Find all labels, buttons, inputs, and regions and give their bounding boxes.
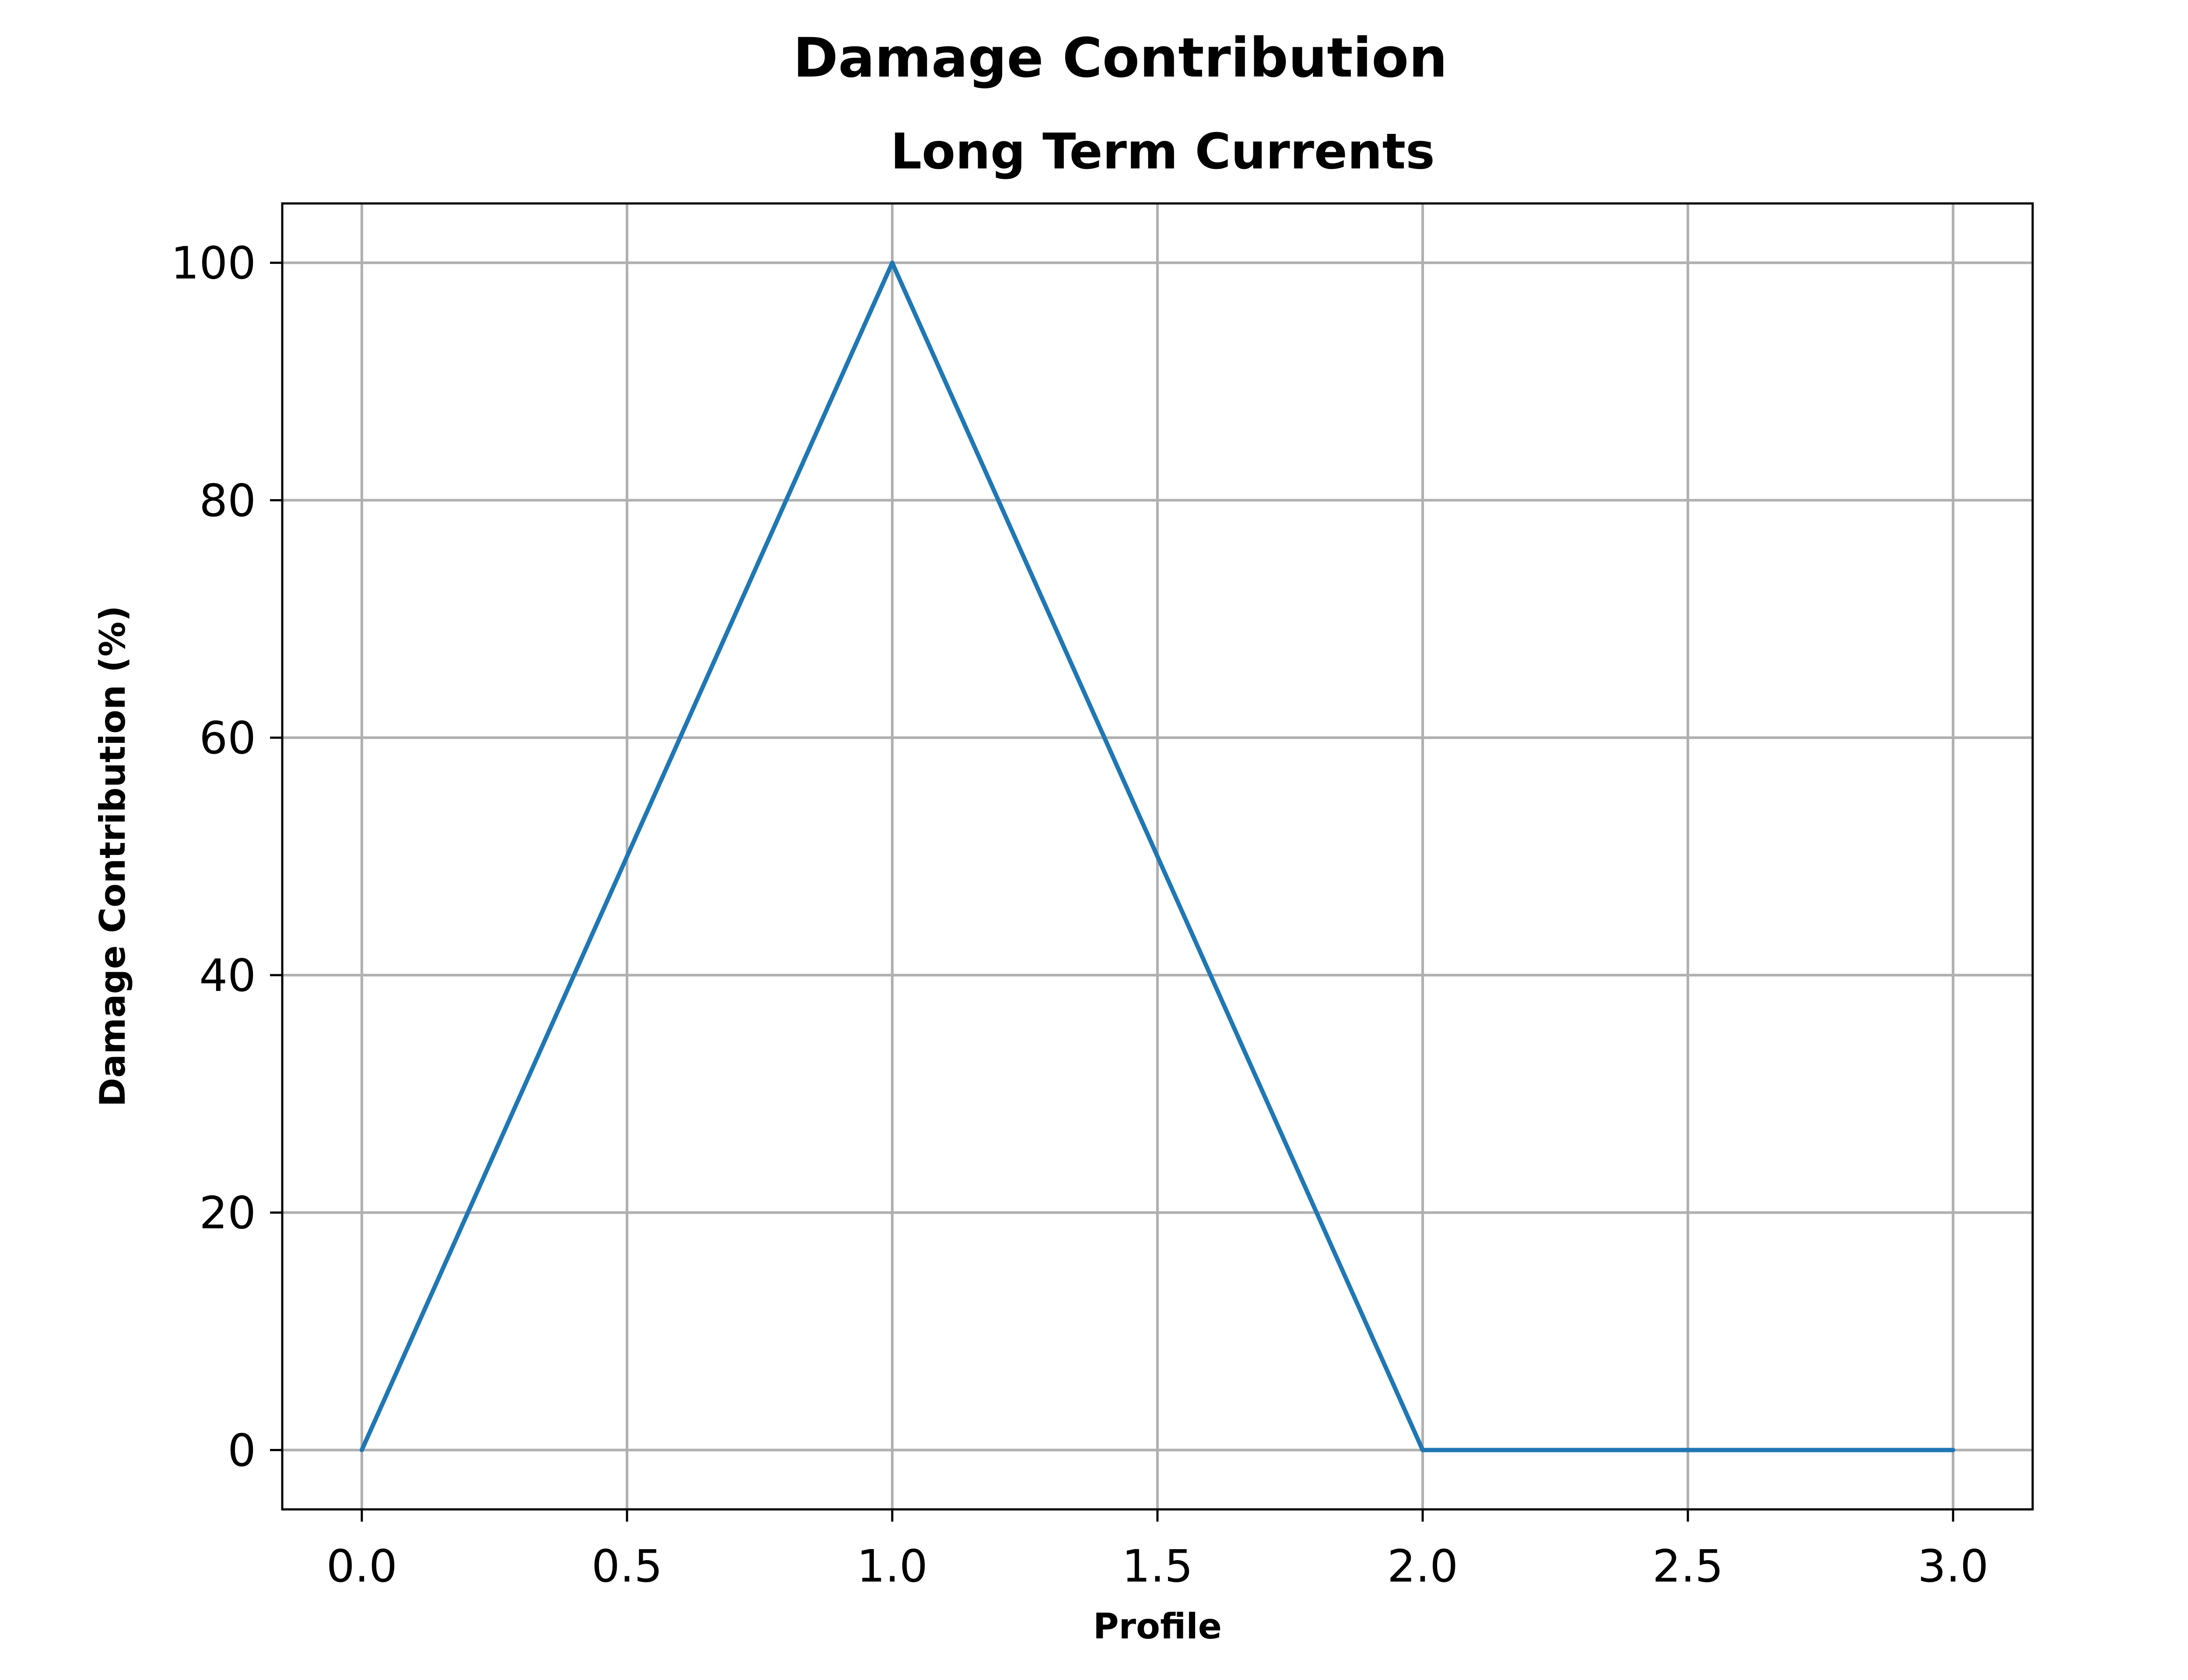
y-tick-label: 0 xyxy=(228,1424,256,1477)
x-tick-label: 0.5 xyxy=(592,1540,663,1592)
series-line xyxy=(360,260,1953,1452)
x-tick-label: 3.0 xyxy=(1918,1540,1988,1592)
chart-title: Damage Contribution xyxy=(793,27,1447,90)
y-tick-label: 60 xyxy=(199,712,256,764)
chart-subtitle: Long Term Currents xyxy=(891,123,1435,180)
series-layer xyxy=(359,260,1956,1452)
grid-lines xyxy=(282,203,2033,1509)
x-tick-label: 2.0 xyxy=(1387,1540,1458,1592)
x-tick-label: 1.5 xyxy=(1122,1540,1193,1592)
y-axis-label: Damage Contribution (%) xyxy=(92,606,133,1107)
x-tick-label: 2.5 xyxy=(1652,1540,1723,1592)
data-point xyxy=(890,260,894,265)
y-tick-label: 80 xyxy=(199,475,256,527)
tick-layer: 0.0 0.5 1.0 1.5 2.0 2.5 3.0 0 20 40 60 80 100 xyxy=(171,238,1988,1592)
x-tick-label: 1.0 xyxy=(857,1540,928,1592)
x-tick-label: 0.0 xyxy=(326,1540,397,1592)
data-point xyxy=(1420,1448,1425,1452)
y-tick-label: 100 xyxy=(171,238,256,290)
data-point xyxy=(1951,1448,1956,1452)
x-axis-label: Profile xyxy=(1093,1606,1222,1647)
y-tick-label: 40 xyxy=(199,950,256,1002)
data-point xyxy=(359,1448,364,1452)
y-tick-label: 20 xyxy=(199,1187,256,1239)
